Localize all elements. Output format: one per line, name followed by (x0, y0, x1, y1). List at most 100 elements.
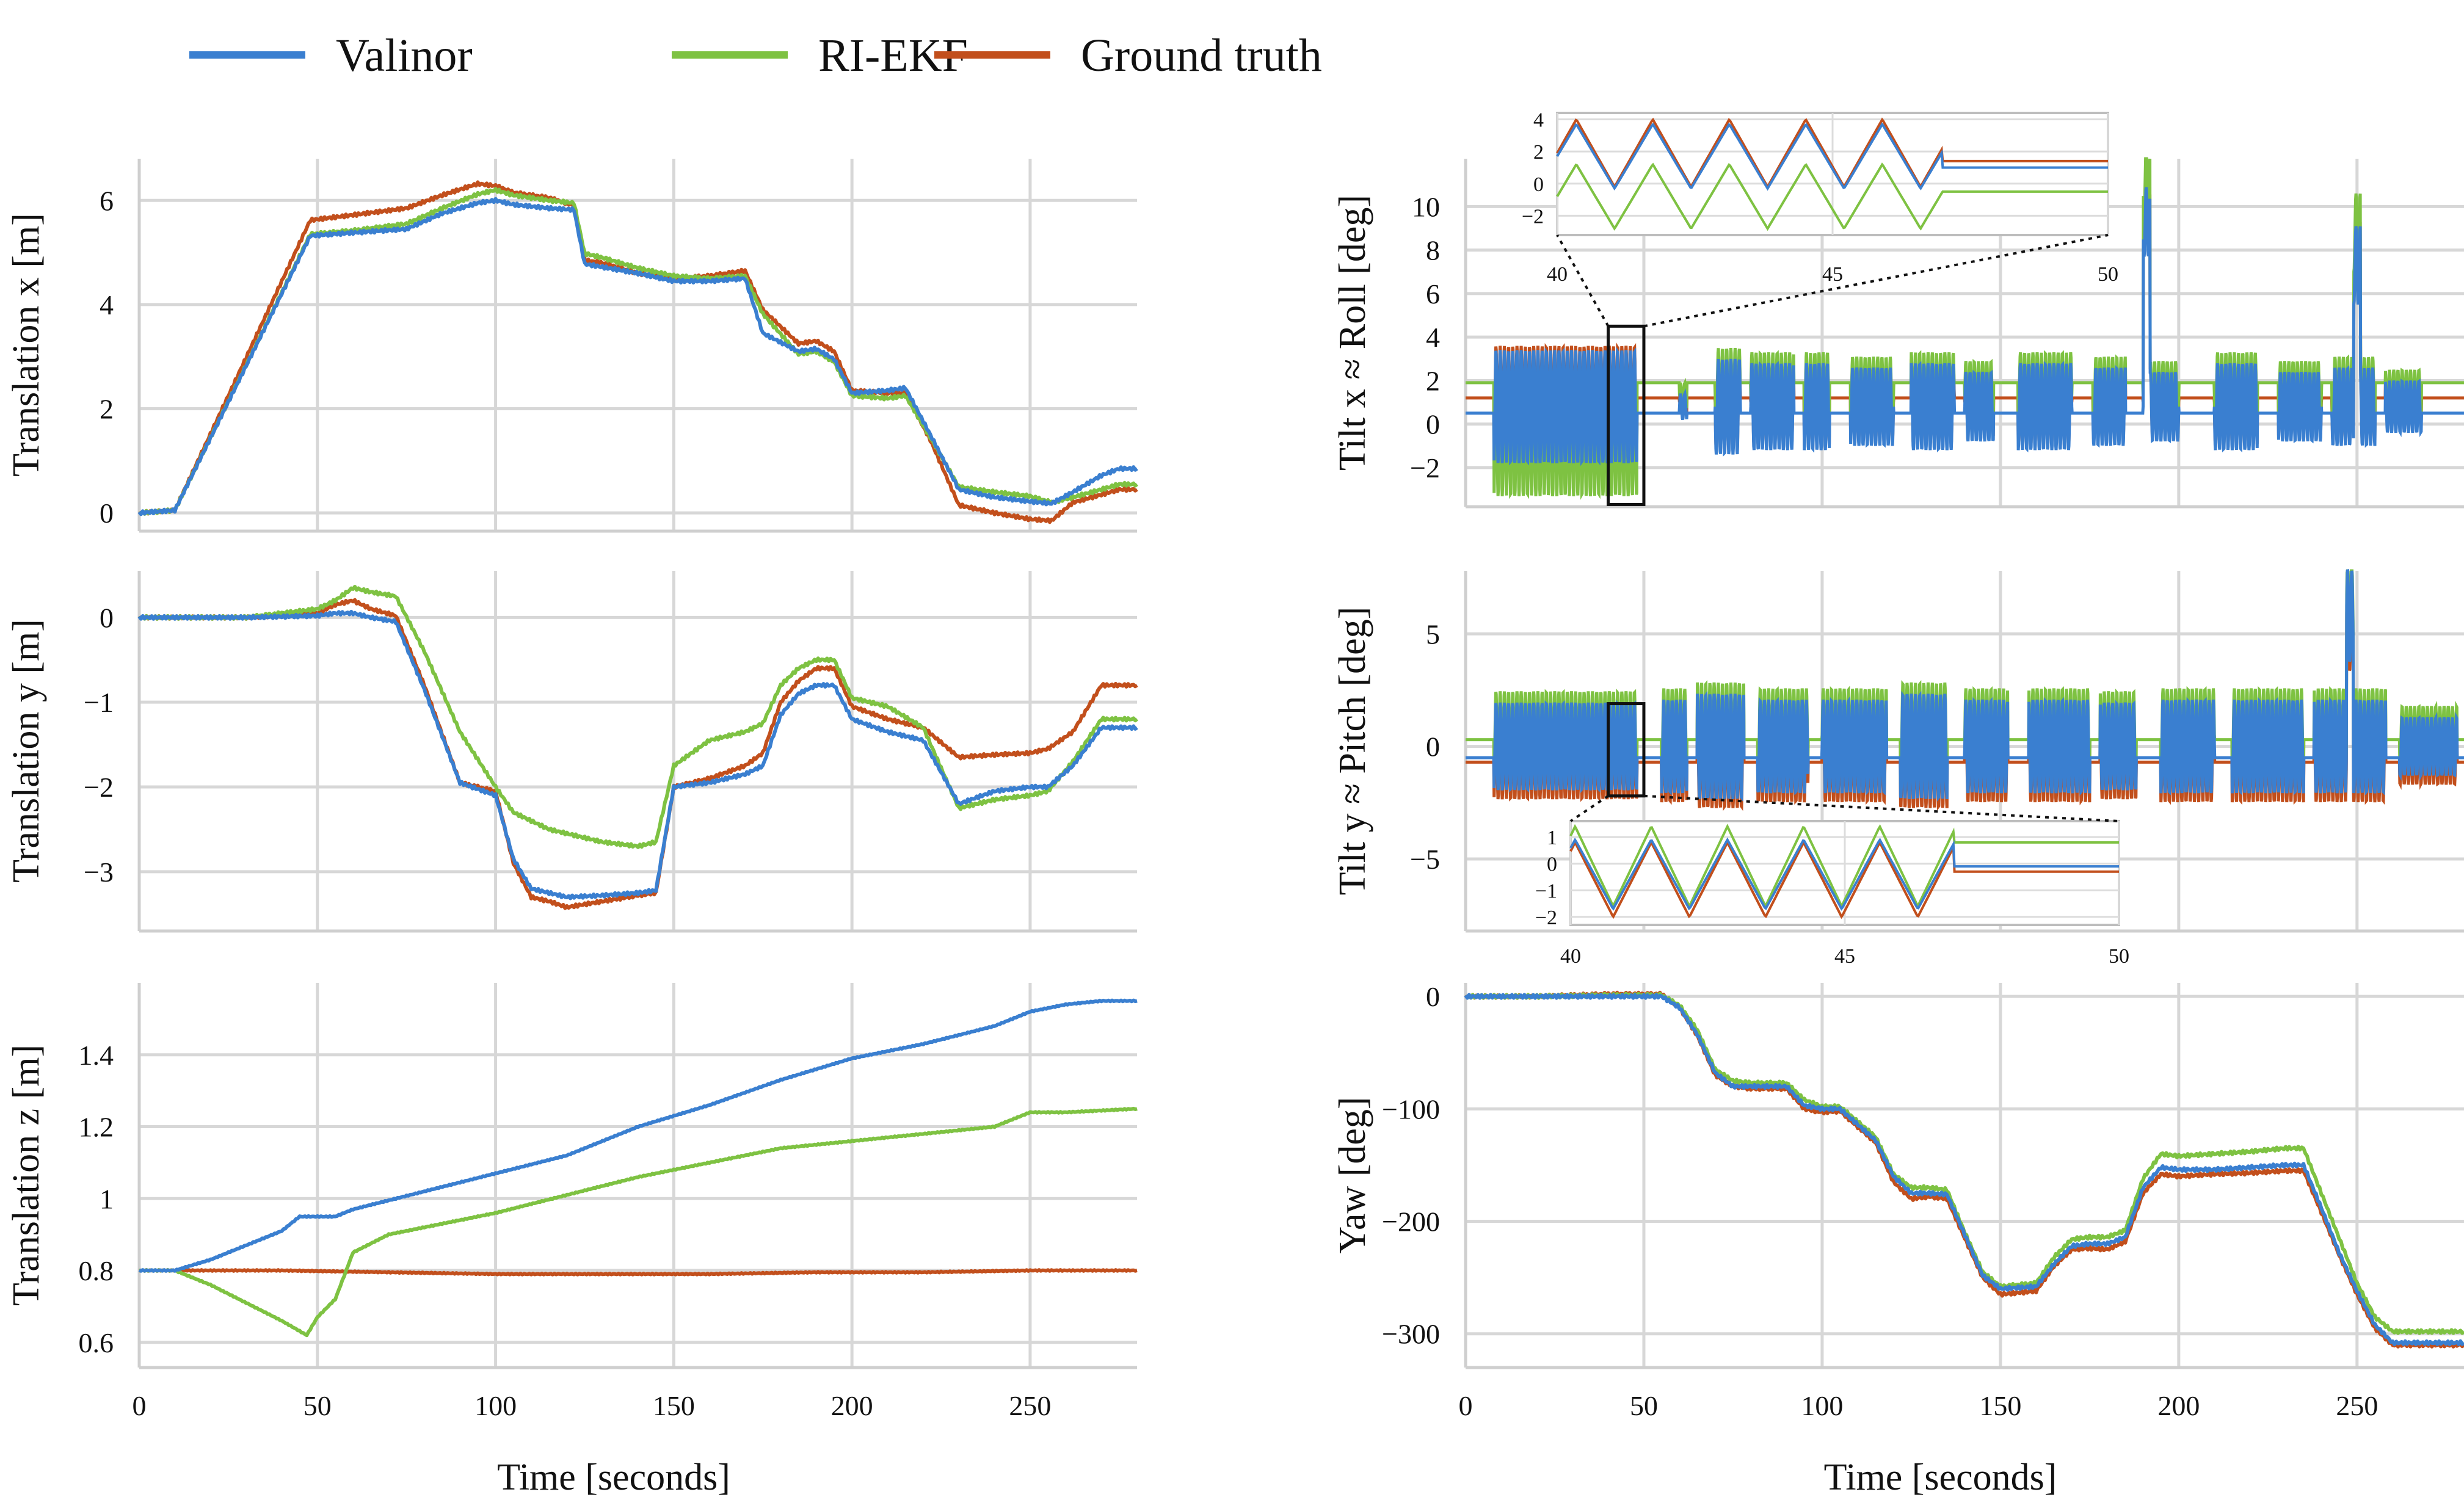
roll-ytick-label: −2 (1410, 452, 1440, 484)
roll-ytick-label: 8 (1426, 235, 1440, 266)
yaw-line-ground-truth (1464, 990, 2464, 1349)
tz-xtick-label: 0 (133, 1390, 147, 1421)
yaw-line-valinor (1464, 993, 2464, 1347)
ty-line-ri-ekf (139, 585, 1138, 849)
ty-line-ground-truth (138, 598, 1138, 910)
roll-ytick-label: 6 (1426, 278, 1440, 310)
roll-zoom-connector (1643, 234, 2109, 328)
ty-grid (137, 571, 1137, 931)
tz-xtick-label: 100 (474, 1390, 517, 1421)
tx-ylabel: Translation x [m] (5, 213, 47, 477)
pitch-inset-line-valinor (1569, 837, 2119, 911)
pitch-ytick-label: −5 (1410, 844, 1440, 875)
yaw-plot: 0 50 100 150 200 250 0 −100 −200 −300 Yaw [deg] Tim… (1332, 981, 2464, 1498)
pitch-inset-line-ri-ekf (1569, 824, 2119, 908)
ty-ytick-label: −2 (84, 772, 114, 803)
yaw-xtick-label: 100 (1801, 1390, 1843, 1421)
translation-y-plot: 0 −1 −2 −3 Translation y [m] (5, 571, 1138, 933)
pitch-inset-ytick-label: −1 (1535, 880, 1557, 902)
yaw-xlabel: Time [seconds] (1824, 1457, 2057, 1498)
tz-xtick-label: 200 (831, 1390, 873, 1421)
tz-ytick-label: 1 (100, 1183, 114, 1214)
yaw-ytick-label: −200 (1382, 1206, 1440, 1237)
pitch-ytick-label: 0 (1426, 731, 1440, 763)
yaw-line-ri-ekf (1465, 991, 2464, 1335)
tz-ytick-label: 1.2 (79, 1112, 114, 1143)
tz-xtick-label: 50 (303, 1390, 332, 1421)
roll-ytick-label: 2 (1426, 365, 1440, 396)
yaw-xtick-label: 0 (1459, 1390, 1473, 1421)
roll-inset-ytick-label: 4 (1533, 109, 1544, 132)
tz-xlabel: Time [seconds] (497, 1457, 730, 1498)
tz-ytick-label: 1.4 (79, 1040, 114, 1071)
pitch-zoom-connector (1643, 794, 2120, 822)
yaw-xtick-label: 250 (2336, 1390, 2378, 1421)
pitch-line-valinor (1466, 568, 2464, 802)
legend-label-ground-truth: Ground truth (1081, 30, 1322, 81)
tx-line-valinor (137, 197, 1138, 516)
pitch-inset-xtick-label: 40 (1560, 945, 1581, 968)
pitch-inset: 40 45 50 −2 −1 0 1 (1535, 820, 2129, 968)
yaw-ytick-label: −100 (1382, 1093, 1440, 1125)
tz-line-valinor (138, 998, 1138, 1273)
roll-inset-ytick-label: 0 (1533, 173, 1544, 196)
roll-inset-ytick-label: 2 (1533, 141, 1544, 164)
roll-ytick-label: 4 (1426, 322, 1440, 353)
tz-xtick-label: 150 (653, 1390, 695, 1421)
roll-ytick-label: 10 (1412, 191, 1440, 222)
tx-line-ground-truth (138, 180, 1138, 524)
pitch-inset-ytick-label: 1 (1547, 827, 1557, 849)
roll-zoom-connector (1556, 234, 1610, 327)
roll-inset-xtick-label: 50 (2098, 263, 2118, 286)
ty-ytick-label: 0 (100, 602, 114, 633)
roll-ylabel: Tilt x ≈ Roll [deg] (1332, 195, 1373, 471)
tz-line-ri-ekf (139, 1106, 1138, 1338)
legend-label-valinor: Valinor (336, 30, 473, 81)
tz-ytick-label: 0.6 (79, 1327, 114, 1358)
tx-grid (137, 159, 1137, 531)
roll-line-valinor (1466, 187, 2464, 466)
roll-inset-xtick-label: 40 (1547, 263, 1568, 286)
ty-ytick-label: −1 (84, 687, 114, 718)
pitch-zoom-box (1607, 702, 1646, 798)
roll-inset-line-valinor (1556, 122, 2108, 191)
yaw-ytick-label: 0 (1426, 981, 1440, 1012)
pitch-inset-xtick-label: 50 (2109, 945, 2129, 968)
tz-line-ground-truth (139, 1268, 1138, 1277)
legend: Valinor RI-EKF Ground truth (189, 30, 1322, 81)
pitch-zoom-connector (1569, 795, 1609, 822)
roll-inset-line-ground-truth (1556, 117, 2108, 189)
tx-ytick-label: 6 (100, 185, 114, 216)
yaw-xtick-label: 200 (2157, 1390, 2200, 1421)
tz-xtick-label: 250 (1009, 1390, 1051, 1421)
tx-ytick-label: 2 (100, 394, 114, 425)
tx-line-ri-ekf (139, 187, 1138, 516)
ty-line-valinor (137, 609, 1138, 900)
pitch-inset-ytick-label: −2 (1535, 907, 1557, 929)
pitch-inset-ytick-label: 0 (1547, 853, 1557, 876)
pitch-inset-line-ground-truth (1569, 839, 2119, 919)
tz-ylabel: Translation z [m] (5, 1045, 47, 1306)
yaw-xtick-label: 50 (1630, 1390, 1658, 1421)
translation-z-plot: 0 50 100 150 200 250 0.6 0.8 1 1.2 1.4 Translation … (5, 983, 1138, 1498)
yaw-ytick-label: −300 (1382, 1319, 1440, 1350)
pitch-ytick-label: 5 (1426, 618, 1440, 650)
roll-plot: −2 0 2 4 6 8 10 Tilt x ≈ Roll [deg] 40 45 50 −2 0 2 4 (1332, 109, 2464, 509)
roll-inset-line-ri-ekf (1556, 162, 2108, 231)
roll-inset: 40 45 50 −2 0 2 4 (1522, 109, 2118, 286)
tx-ytick-label: 4 (100, 289, 114, 321)
roll-ytick-label: 0 (1426, 409, 1440, 440)
tx-ytick-label: 0 (100, 498, 114, 529)
roll-inset-ytick-label: −2 (1522, 205, 1544, 228)
roll-inset-xtick-label: 45 (1822, 263, 1843, 286)
pitch-inset-xtick-label: 45 (1834, 945, 1855, 968)
yaw-xtick-label: 150 (1979, 1390, 2021, 1421)
pitch-plot: −5 0 5 Tilt y ≈ Pitch [deg] 40 45 50 −2 −1 0 1 (1332, 568, 2464, 968)
ty-ylabel: Translation y [m] (5, 619, 47, 883)
yaw-ylabel: Yaw [deg] (1332, 1096, 1373, 1253)
translation-x-plot: 0 2 4 6 Translation x [m] (5, 159, 1138, 533)
tz-ytick-label: 0.8 (79, 1255, 114, 1286)
ty-ytick-label: −3 (84, 857, 114, 888)
pitch-ylabel: Tilt y ≈ Pitch [deg] (1332, 607, 1373, 896)
